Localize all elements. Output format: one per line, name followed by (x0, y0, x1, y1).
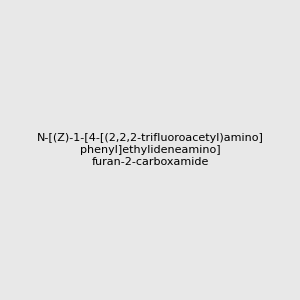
Text: N-[(Z)-1-[4-[(2,2,2-trifluoroacetyl)amino]
phenyl]ethylideneamino]
furan-2-carbo: N-[(Z)-1-[4-[(2,2,2-trifluoroacetyl)amin… (37, 134, 263, 166)
